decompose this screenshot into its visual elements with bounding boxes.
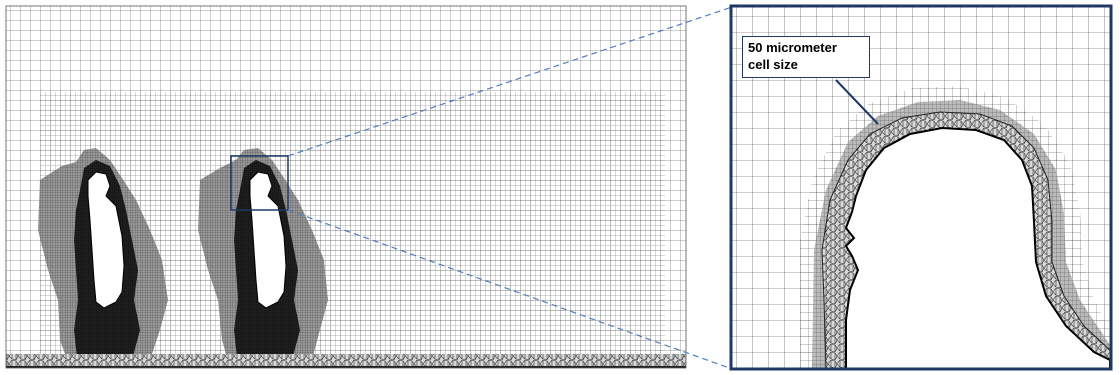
zoom-connector-top <box>287 6 733 157</box>
annotation-line-1: 50 micrometer <box>748 40 837 55</box>
cell-size-annotation: 50 micrometer cell size <box>742 36 870 78</box>
zoomed-head-mesh <box>732 7 1110 369</box>
person-1 <box>38 148 168 368</box>
callout-arrow <box>835 79 879 125</box>
ground-mesh <box>6 354 686 368</box>
annotation-line-2: cell size <box>748 57 798 72</box>
head-silhouette <box>844 126 1110 369</box>
zoom-window <box>230 155 289 211</box>
zoom-connector-bottom <box>287 209 733 370</box>
zoom-frame <box>729 4 1113 371</box>
domain-mesh <box>6 6 686 368</box>
